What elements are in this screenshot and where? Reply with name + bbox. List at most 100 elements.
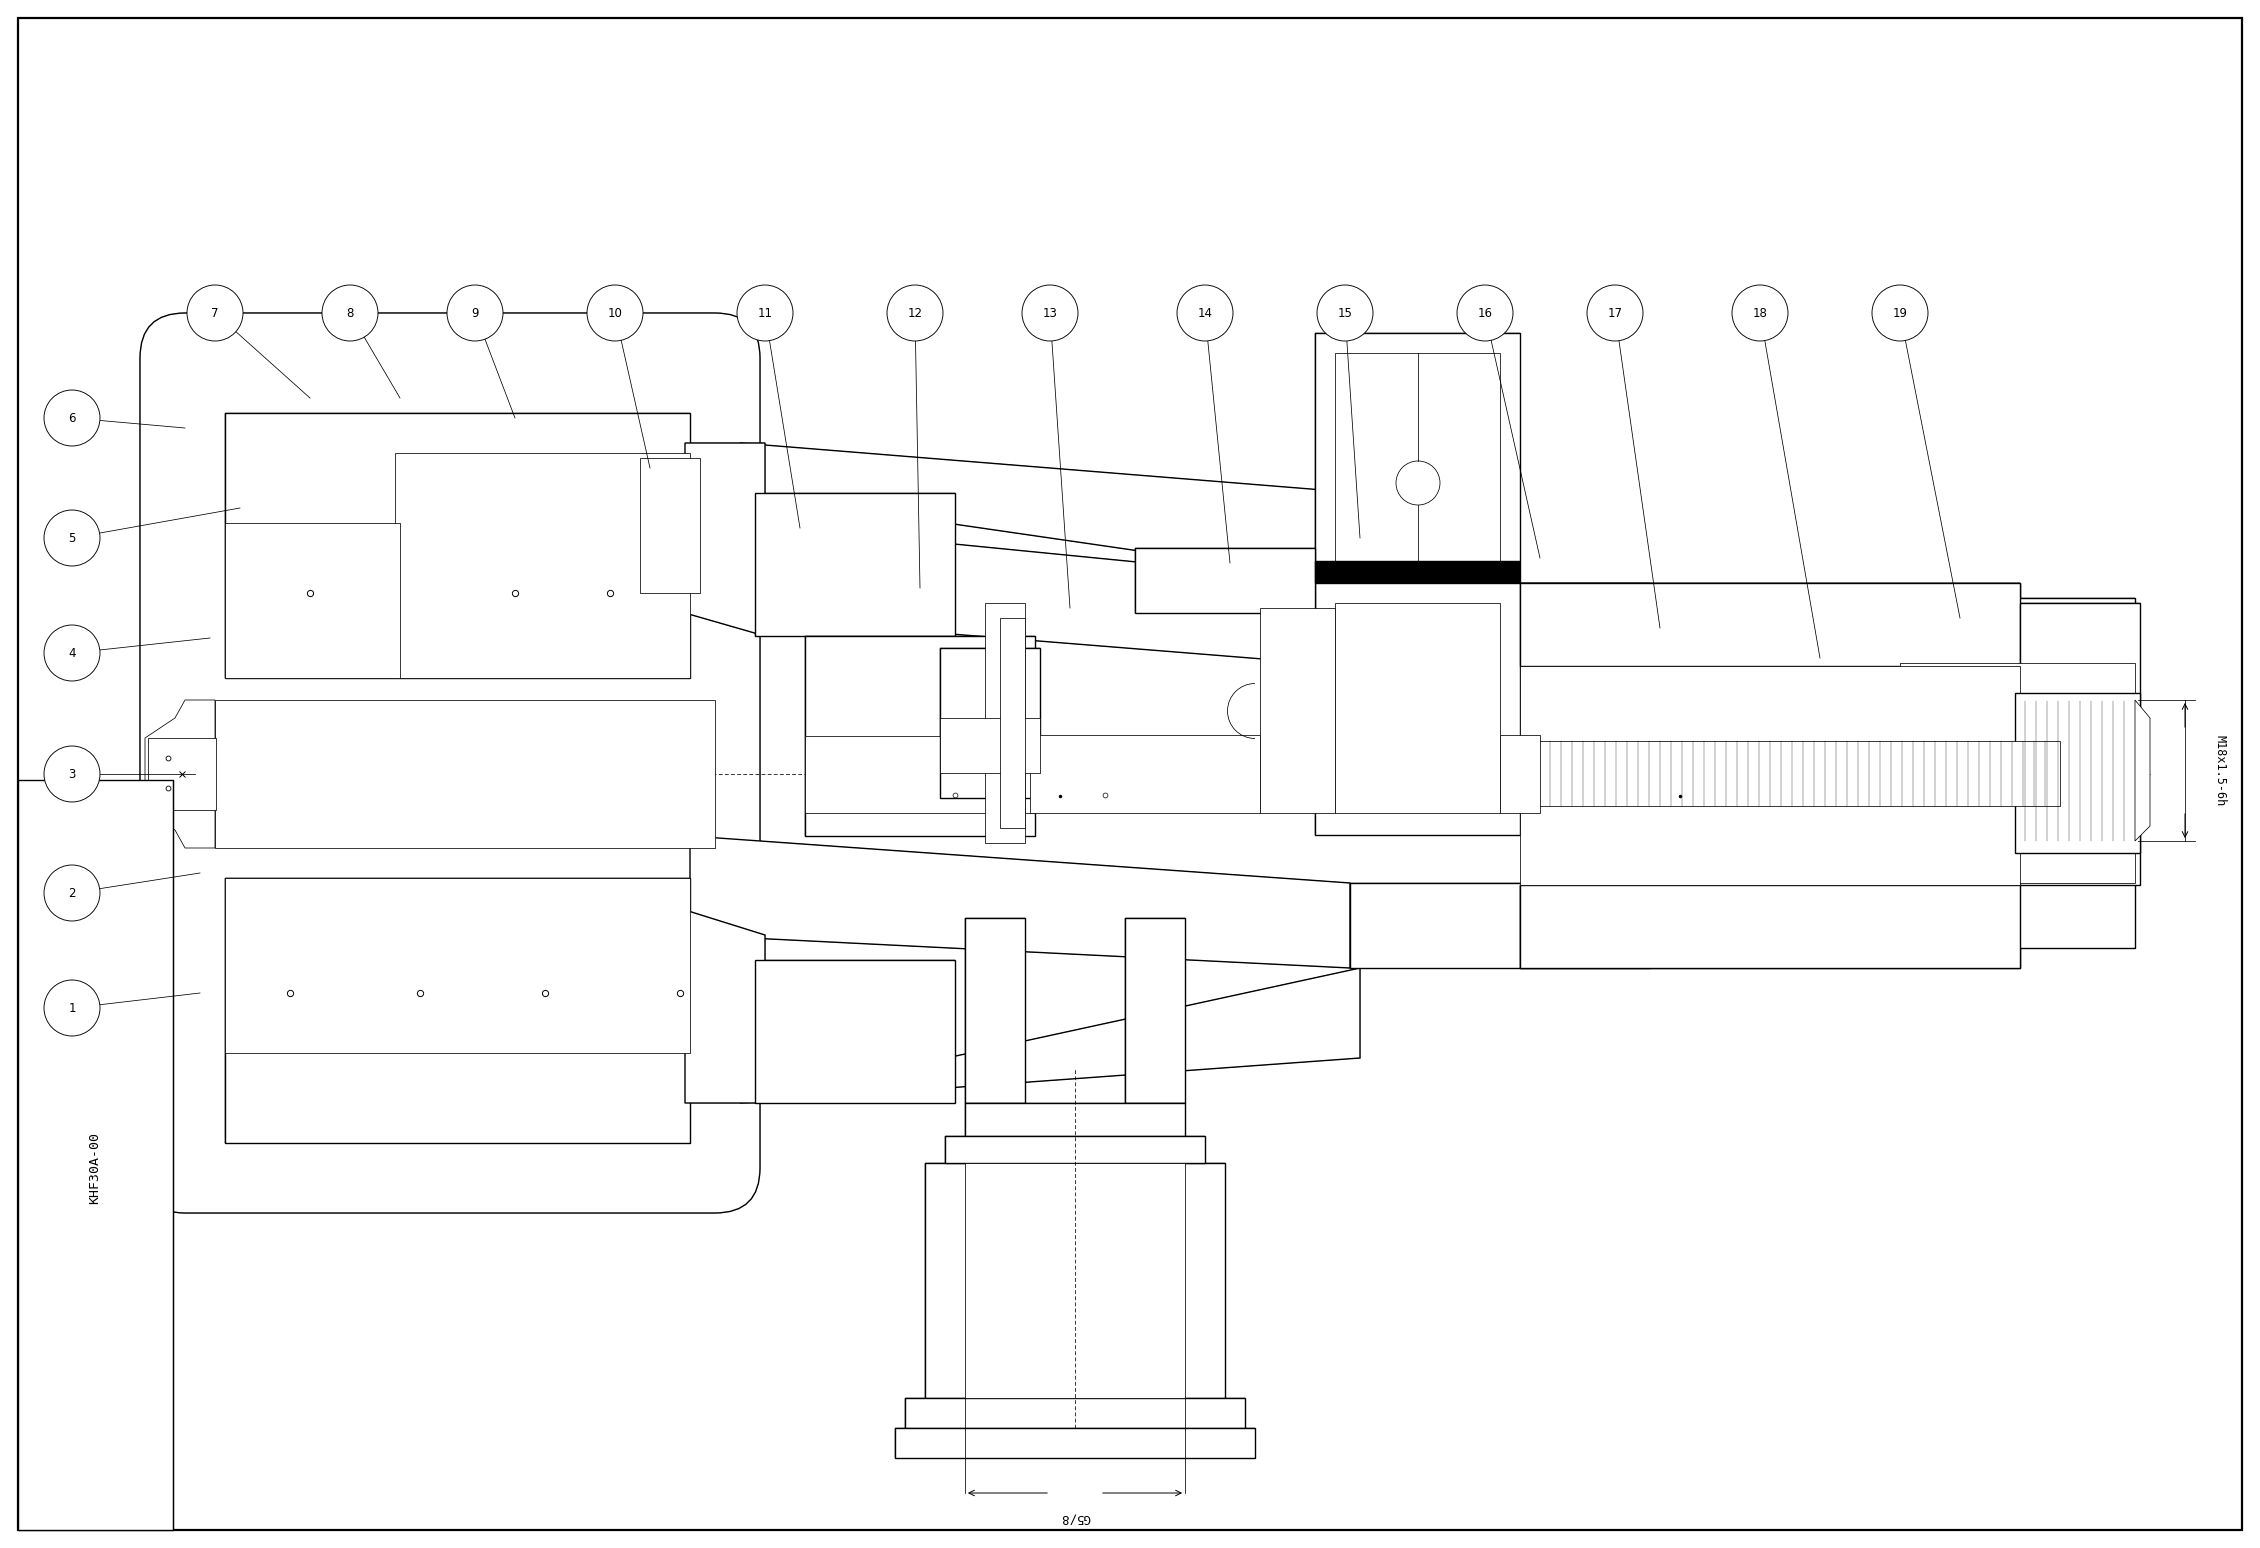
Polygon shape bbox=[1349, 584, 1650, 666]
FancyBboxPatch shape bbox=[140, 313, 759, 1214]
Bar bbox=[1135, 548, 1315, 613]
Text: 18: 18 bbox=[1752, 307, 1767, 319]
Text: 13: 13 bbox=[1042, 307, 1058, 319]
Bar bbox=[1031, 735, 1261, 813]
Bar bbox=[1521, 885, 2020, 968]
Polygon shape bbox=[1349, 882, 1650, 968]
Bar bbox=[1261, 608, 1336, 813]
Text: 6: 6 bbox=[68, 412, 77, 424]
Bar bbox=[1521, 885, 2020, 968]
Bar bbox=[1901, 598, 2136, 947]
Text: 8: 8 bbox=[346, 307, 353, 319]
Bar bbox=[2020, 741, 2140, 807]
Bar bbox=[226, 523, 400, 678]
Bar bbox=[965, 1104, 1184, 1136]
Circle shape bbox=[588, 285, 644, 341]
Bar bbox=[1501, 735, 1539, 813]
Text: 11: 11 bbox=[757, 307, 773, 319]
Bar bbox=[965, 1104, 1184, 1136]
Bar bbox=[339, 718, 524, 830]
Text: 4: 4 bbox=[68, 647, 77, 659]
Circle shape bbox=[1458, 285, 1512, 341]
Bar bbox=[226, 878, 689, 1142]
Polygon shape bbox=[739, 968, 1361, 1104]
Text: 16: 16 bbox=[1478, 307, 1492, 319]
Polygon shape bbox=[1521, 584, 2020, 666]
Text: 1: 1 bbox=[68, 1002, 77, 1014]
Circle shape bbox=[1731, 285, 1788, 341]
Bar bbox=[1315, 560, 1521, 584]
Text: 3: 3 bbox=[68, 768, 75, 780]
Text: 10: 10 bbox=[608, 307, 622, 319]
Bar bbox=[640, 458, 701, 593]
Bar bbox=[2020, 604, 2140, 885]
Bar bbox=[999, 618, 1026, 828]
Bar bbox=[1901, 663, 2136, 882]
Bar bbox=[805, 735, 1035, 813]
Polygon shape bbox=[1125, 918, 1184, 1104]
Bar bbox=[945, 1136, 1205, 1163]
Bar bbox=[895, 1427, 1254, 1458]
Polygon shape bbox=[755, 960, 956, 1104]
Text: 2: 2 bbox=[68, 887, 77, 899]
Polygon shape bbox=[145, 700, 215, 848]
Circle shape bbox=[886, 285, 942, 341]
Polygon shape bbox=[689, 519, 1349, 666]
Bar bbox=[1336, 353, 1501, 563]
Bar bbox=[1315, 584, 1521, 834]
Bar bbox=[805, 636, 1035, 836]
Circle shape bbox=[43, 865, 99, 921]
Text: G5/8: G5/8 bbox=[1060, 1511, 1089, 1525]
Circle shape bbox=[43, 390, 99, 446]
Bar bbox=[965, 1163, 1184, 1398]
Bar bbox=[339, 718, 524, 830]
Polygon shape bbox=[1521, 885, 2020, 968]
Bar bbox=[940, 649, 1040, 799]
Bar bbox=[924, 1163, 1225, 1398]
Circle shape bbox=[1587, 285, 1643, 341]
Text: 14: 14 bbox=[1198, 307, 1214, 319]
Circle shape bbox=[43, 746, 99, 802]
Polygon shape bbox=[685, 443, 764, 636]
Text: 12: 12 bbox=[909, 307, 922, 319]
Bar bbox=[985, 604, 1026, 844]
Circle shape bbox=[43, 509, 99, 567]
Polygon shape bbox=[755, 492, 956, 636]
Bar bbox=[1336, 604, 1501, 813]
Polygon shape bbox=[965, 918, 1026, 1104]
Bar bbox=[1521, 584, 2020, 666]
Bar bbox=[940, 649, 1040, 799]
Bar bbox=[940, 718, 1040, 772]
Bar bbox=[1901, 598, 2136, 947]
Bar bbox=[215, 700, 714, 848]
Circle shape bbox=[43, 625, 99, 681]
Bar bbox=[1315, 333, 1521, 584]
Bar bbox=[1521, 741, 2061, 807]
Text: 9: 9 bbox=[472, 307, 479, 319]
Bar bbox=[226, 878, 689, 1053]
Bar bbox=[147, 738, 217, 810]
Bar bbox=[1521, 666, 2020, 885]
Circle shape bbox=[737, 285, 793, 341]
Bar bbox=[805, 636, 1035, 836]
Polygon shape bbox=[2136, 700, 2149, 841]
Polygon shape bbox=[689, 836, 1349, 968]
Circle shape bbox=[1177, 285, 1234, 341]
Circle shape bbox=[321, 285, 377, 341]
Bar bbox=[904, 1398, 1245, 1427]
Bar bbox=[904, 1398, 1245, 1427]
Bar bbox=[18, 780, 174, 1529]
Bar bbox=[1315, 584, 1521, 834]
Bar bbox=[2016, 694, 2140, 853]
Text: 15: 15 bbox=[1338, 307, 1351, 319]
Circle shape bbox=[43, 980, 99, 1036]
Polygon shape bbox=[685, 910, 764, 1104]
Bar bbox=[226, 413, 689, 678]
Circle shape bbox=[1397, 461, 1440, 505]
Text: 5: 5 bbox=[68, 531, 75, 545]
Bar bbox=[1521, 584, 2020, 666]
Circle shape bbox=[1022, 285, 1078, 341]
Text: 17: 17 bbox=[1607, 307, 1623, 319]
Bar bbox=[924, 1163, 1225, 1398]
Circle shape bbox=[188, 285, 244, 341]
